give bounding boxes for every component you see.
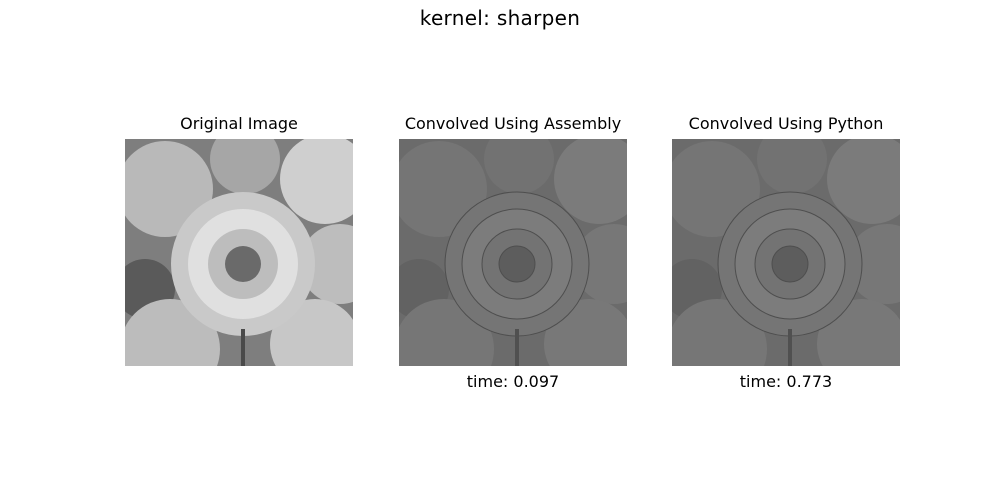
panel-title: Original Image <box>180 114 298 133</box>
panel-title: Convolved Using Assembly <box>404 114 622 133</box>
figure-title: kernel: sharpen <box>419 6 581 30</box>
panel-title: Convolved Using Python <box>688 114 884 133</box>
python-convolved-image <box>672 139 900 366</box>
panel-python: Convolved Using Python time: 0.773 <box>672 0 900 500</box>
panel-original: Original Image <box>125 0 353 500</box>
original-image <box>125 139 353 366</box>
execution-time: time: 0.097 <box>466 372 560 391</box>
panel-assembly: Convolved Using Assembly time: 0.097 <box>399 0 627 500</box>
execution-time: time: 0.773 <box>739 372 833 391</box>
assembly-convolved-image <box>399 139 627 366</box>
